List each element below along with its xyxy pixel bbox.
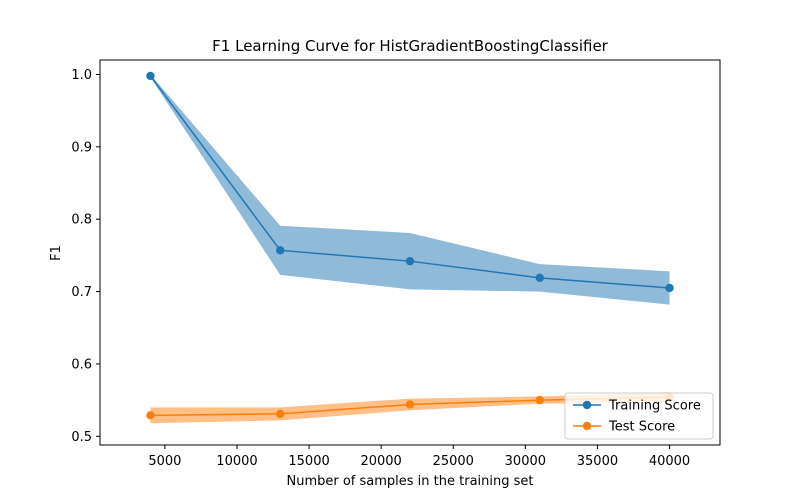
legend: Training Score Test Score bbox=[564, 392, 714, 440]
legend-test-score-marker bbox=[582, 421, 592, 431]
y-tick-label: 0.6 bbox=[71, 357, 92, 372]
legend-box bbox=[564, 392, 714, 440]
test-score-point bbox=[535, 395, 544, 405]
legend-training-score-marker bbox=[582, 400, 592, 410]
chart-title: F1 Learning Curve for HistGradientBoosti… bbox=[212, 37, 609, 55]
x-tick-label: 25000 bbox=[433, 454, 474, 469]
y-tick-label: 0.5 bbox=[71, 430, 92, 445]
x-axis-ticks: 5000 10000 15000 20000 25000 30000 35000 40000 bbox=[148, 445, 690, 469]
x-tick-label: 15000 bbox=[288, 454, 329, 469]
training-score-point bbox=[405, 256, 415, 266]
x-tick-label: 20000 bbox=[360, 454, 401, 469]
plot-frame bbox=[99, 59, 721, 446]
x-tick-label: 10000 bbox=[216, 454, 257, 469]
test-score-point bbox=[146, 411, 155, 420]
y-tick-label: 0.9 bbox=[71, 140, 92, 155]
test-score-point bbox=[405, 400, 415, 409]
training-score-point bbox=[535, 273, 544, 283]
training-score-point bbox=[146, 71, 155, 81]
x-tick-label: 40000 bbox=[649, 454, 690, 469]
training-score-point bbox=[276, 246, 285, 255]
y-tick-label: 1.0 bbox=[71, 68, 92, 83]
x-tick-label: 30000 bbox=[505, 454, 546, 469]
legend-training-score-label: Training Score bbox=[608, 399, 701, 414]
legend-test-score-label: Test Score bbox=[608, 420, 675, 435]
y-axis-ticks: 0.5 0.6 0.7 0.8 0.9 1.0 bbox=[71, 68, 100, 445]
confidence-bands bbox=[150, 74, 670, 424]
y-axis-label: F1 bbox=[49, 245, 64, 261]
y-tick-label: 0.7 bbox=[71, 285, 92, 300]
x-axis-label: Number of samples in the training set bbox=[287, 474, 534, 489]
test-score-point bbox=[276, 409, 285, 419]
y-tick-label: 0.8 bbox=[71, 213, 92, 228]
series-points bbox=[146, 71, 674, 420]
training-score-band bbox=[150, 74, 670, 305]
training-score-point bbox=[665, 283, 674, 293]
x-tick-label: 35000 bbox=[577, 454, 618, 469]
x-tick-label: 5000 bbox=[148, 454, 181, 469]
